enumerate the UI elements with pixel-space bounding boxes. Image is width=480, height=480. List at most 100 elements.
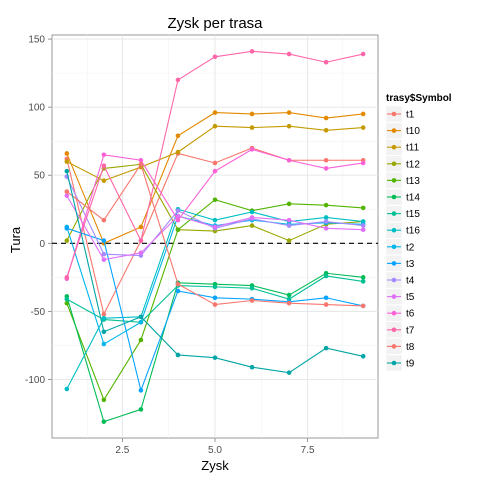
- legend-item-t14: t14: [385, 188, 420, 206]
- legend-item-t1: t1: [385, 105, 415, 123]
- data-point-t13: [323, 202, 329, 208]
- data-point-t4: [286, 223, 292, 228]
- legend-key-point: [391, 261, 397, 266]
- data-point-t2: [138, 319, 144, 325]
- series-t7: [64, 49, 366, 280]
- legend-label: t15: [406, 209, 420, 220]
- legend-item-t8: t8: [385, 338, 415, 355]
- data-point-t9: [323, 345, 329, 351]
- data-point-t4: [101, 251, 107, 257]
- data-point-t12: [286, 238, 292, 243]
- x-axis-label: Zysk: [201, 458, 229, 473]
- y-tick-label: -50: [31, 307, 46, 318]
- y-tick-label: 150: [28, 35, 45, 46]
- data-point-t12: [64, 238, 70, 243]
- legend-key-point: [391, 211, 397, 216]
- data-point-t7: [101, 163, 107, 169]
- data-point-t10: [360, 111, 366, 117]
- legend-item-t15: t15: [385, 205, 420, 222]
- data-point-t7: [249, 49, 255, 54]
- x-tick-label: 7.5: [301, 445, 315, 456]
- legend-key-point: [391, 194, 397, 200]
- data-point-t10: [175, 133, 181, 139]
- legend-label: t9: [406, 359, 415, 370]
- legend-key-point: [391, 128, 397, 133]
- data-point-t11: [175, 149, 181, 155]
- data-point-t9: [101, 329, 107, 335]
- x-tick-label: 5.0: [208, 445, 222, 456]
- data-point-t13: [101, 397, 107, 403]
- data-point-t7: [360, 51, 366, 57]
- data-point-t9: [212, 355, 218, 360]
- data-point-t11: [360, 125, 366, 130]
- data-point-t14: [286, 292, 292, 298]
- legend-key-point: [391, 178, 397, 183]
- legend-label: t5: [406, 292, 415, 303]
- legend-label: t8: [406, 342, 415, 353]
- legend-label: t12: [406, 159, 420, 170]
- y-tick-label: 0: [39, 239, 45, 250]
- data-point-t16: [212, 217, 218, 223]
- data-point-t7: [64, 275, 70, 280]
- legend-item-t3: t3: [385, 255, 415, 272]
- data-point-t16: [64, 386, 70, 392]
- data-point-t6: [138, 157, 144, 163]
- data-point-t3: [64, 226, 70, 231]
- data-point-t8: [323, 302, 329, 307]
- series-t10: [64, 110, 366, 246]
- data-point-t8: [212, 302, 218, 307]
- chart-title: Zysk per trasa: [167, 15, 263, 32]
- data-point-t10: [212, 110, 218, 115]
- data-point-t7: [212, 54, 218, 60]
- data-point-t16: [249, 209, 255, 215]
- data-point-t13: [212, 197, 218, 203]
- data-point-t9: [249, 364, 255, 370]
- data-point-t11: [212, 123, 218, 129]
- legend-item-t2: t2: [385, 238, 415, 256]
- data-point-t15: [212, 284, 218, 290]
- data-point-t5: [286, 217, 292, 223]
- legend-key-point: [391, 144, 397, 150]
- data-point-t3: [138, 388, 144, 393]
- data-point-t9: [138, 314, 144, 320]
- data-point-t9: [286, 370, 292, 375]
- legend-title: trasy$Symbol: [386, 93, 452, 104]
- x-tick-label: 2.5: [115, 445, 129, 456]
- legend-item-t11: t11: [385, 138, 420, 156]
- data-point-t9: [64, 168, 70, 174]
- legend-item-t6: t6: [385, 304, 415, 322]
- data-point-t10: [138, 224, 144, 230]
- data-point-t6: [249, 147, 255, 152]
- y-tick-label: 50: [34, 171, 46, 182]
- data-point-t13: [175, 227, 181, 232]
- data-point-t8: [101, 217, 107, 223]
- data-point-t4: [360, 223, 366, 228]
- data-point-t11: [101, 178, 107, 183]
- legend-key-point: [391, 277, 397, 283]
- data-point-t6: [101, 152, 107, 158]
- legend-label: t14: [406, 193, 420, 204]
- data-point-t10: [249, 111, 255, 117]
- data-point-t4: [323, 219, 329, 224]
- legend-key-point: [391, 310, 397, 316]
- legend-label: t1: [406, 110, 415, 121]
- legend-item-t10: t10: [385, 122, 420, 139]
- data-point-t11: [249, 125, 255, 130]
- data-point-t9: [175, 352, 181, 358]
- legend-key-point: [391, 360, 397, 366]
- legend-key-point: [391, 344, 397, 349]
- grid-lines: [52, 35, 378, 438]
- data-point-t6: [360, 160, 366, 166]
- data-point-t11: [323, 128, 329, 133]
- data-point-t6: [212, 168, 218, 174]
- legend-item-t5: t5: [385, 288, 415, 305]
- data-point-t1: [212, 160, 218, 166]
- data-point-t1: [323, 157, 329, 163]
- data-point-t5: [212, 224, 218, 230]
- legend-label: t16: [406, 226, 420, 237]
- legend-label: t3: [406, 259, 415, 270]
- y-tick-label: -100: [25, 375, 45, 386]
- data-point-t15: [323, 273, 329, 279]
- legend-item-t12: t12: [385, 155, 420, 173]
